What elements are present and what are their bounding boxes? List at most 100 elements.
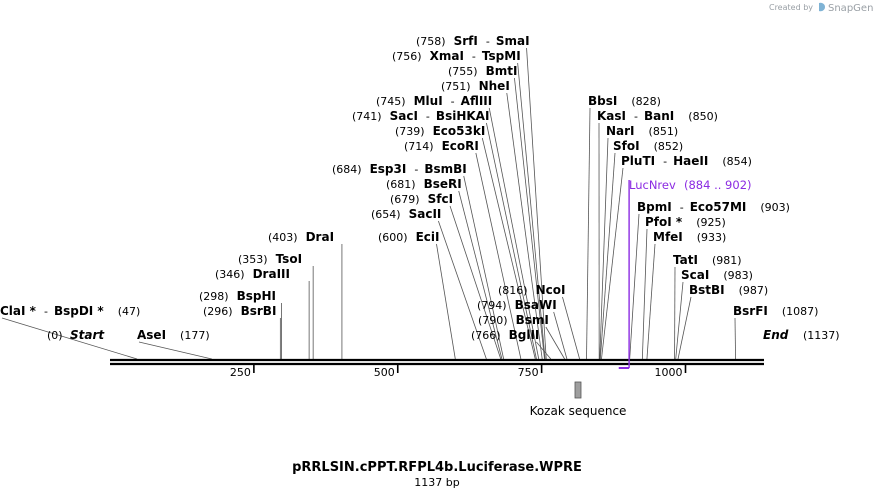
site-leader bbox=[138, 341, 212, 360]
site-nhei[interactable]: (751) NheI bbox=[441, 79, 510, 93]
site-position: (983) bbox=[723, 269, 753, 282]
site-drai[interactable]: (403) DraI bbox=[268, 230, 334, 244]
enzyme-separator: - bbox=[451, 95, 455, 108]
enzyme-name: SacI bbox=[390, 109, 418, 123]
site-srfi[interactable]: (758) SrfI - SmaI bbox=[416, 34, 530, 48]
site-leader bbox=[734, 317, 736, 360]
enzyme-name-alt: BanI bbox=[644, 109, 674, 123]
site-sacii[interactable]: (654) SacII bbox=[371, 207, 441, 221]
site-position: (346) bbox=[215, 268, 245, 281]
enzyme-name: XmaI bbox=[430, 49, 464, 63]
site-leader bbox=[517, 62, 546, 360]
enzyme-separator: - bbox=[414, 163, 418, 176]
site-position: (177) bbox=[180, 329, 210, 342]
feature-name: Kozak sequence bbox=[530, 404, 627, 418]
start-position: (0) bbox=[47, 329, 63, 342]
site-bsrfi[interactable]: BsrFI (1087) bbox=[733, 304, 818, 318]
site-nari[interactable]: NarI (851) bbox=[606, 124, 678, 138]
site-scai[interactable]: ScaI (983) bbox=[681, 268, 753, 282]
enzyme-name: MfeI bbox=[653, 230, 683, 244]
site-saci[interactable]: (741) SacI - BsiHKAI bbox=[352, 109, 489, 123]
site-kasi[interactable]: KasI - BanI (850) bbox=[597, 109, 718, 123]
site-leader bbox=[641, 228, 648, 360]
site-leader bbox=[486, 122, 537, 360]
enzyme-name: ScaI bbox=[681, 268, 709, 282]
site-mfei[interactable]: MfeI (933) bbox=[653, 230, 726, 244]
enzyme-name: TatI bbox=[673, 253, 698, 267]
enzyme-name: PfoI * bbox=[645, 215, 683, 229]
site-asei[interactable]: AseI (177) bbox=[137, 328, 210, 342]
site-leader bbox=[526, 47, 547, 360]
enzyme-name: BsrFI bbox=[733, 304, 768, 318]
site-leader bbox=[599, 152, 616, 360]
primer-lucnrev[interactable]: LucNrev (884 .. 902) bbox=[618, 178, 752, 369]
site-bmti[interactable]: (755) BmtI bbox=[448, 64, 517, 78]
enzyme-name: MluI bbox=[414, 94, 443, 108]
site-bpmi[interactable]: BpmI - Eco57MI (903) bbox=[637, 200, 790, 214]
site-position: (854) bbox=[722, 155, 752, 168]
feature-box bbox=[574, 381, 582, 399]
enzyme-name: SrfI bbox=[454, 34, 478, 48]
site-position: (684) bbox=[332, 163, 362, 176]
site-position: (790) bbox=[478, 314, 508, 327]
site-clai[interactable]: ClaI * - BspDI * (47) bbox=[0, 304, 140, 318]
site-esp3i[interactable]: (684) Esp3I - BsmBI bbox=[332, 162, 467, 176]
site-position: (1087) bbox=[782, 305, 819, 318]
enzyme-name: BspHI bbox=[237, 289, 276, 303]
site-leader bbox=[506, 92, 543, 360]
site-bstbi[interactable]: BstBI (987) bbox=[689, 283, 768, 297]
enzyme-name: BseRI bbox=[424, 177, 462, 191]
site-tsoi[interactable]: (353) TsoI bbox=[238, 252, 302, 266]
site-position: (851) bbox=[649, 125, 679, 138]
site-bglii[interactable]: (766) BglII bbox=[471, 328, 539, 342]
enzyme-name-alt: AflIII bbox=[461, 94, 493, 108]
site-ecii[interactable]: (600) EciI bbox=[378, 230, 439, 244]
feature-kozak[interactable]: Kozak sequence bbox=[530, 381, 627, 418]
enzyme-separator: - bbox=[426, 110, 430, 123]
enzyme-name: SfoI bbox=[613, 139, 640, 153]
axis-tick-label-500: 500 bbox=[374, 366, 395, 379]
site-position: (987) bbox=[739, 284, 769, 297]
site-leader bbox=[545, 326, 565, 360]
site-position: (654) bbox=[371, 208, 401, 221]
site-sfci[interactable]: (679) SfcI bbox=[390, 192, 453, 206]
site-bsphi[interactable]: (298) BspHI bbox=[199, 289, 276, 303]
site-leader bbox=[488, 107, 540, 360]
site-sfoi[interactable]: SfoI (852) bbox=[613, 139, 683, 153]
site-bsrbi[interactable]: (296) BsrBI bbox=[203, 304, 276, 318]
site-xmai[interactable]: (756) XmaI - TspMI bbox=[392, 49, 521, 63]
site-position: (714) bbox=[404, 140, 434, 153]
site-pluti[interactable]: PluTI - HaeII (854) bbox=[621, 154, 752, 168]
enzyme-name-alt: BspDI * bbox=[54, 304, 104, 318]
site-bsawi[interactable]: (794) BsaWI bbox=[477, 298, 557, 312]
enzyme-name-alt: Eco57MI bbox=[690, 200, 747, 214]
enzyme-name: DraI bbox=[306, 230, 334, 244]
site-mlui[interactable]: (745) MluI - AflIII bbox=[376, 94, 492, 108]
site-pfoi[interactable]: PfoI * (925) bbox=[645, 215, 726, 229]
site-position: (745) bbox=[376, 95, 406, 108]
enzyme-name: BbsI bbox=[588, 94, 617, 108]
enzyme-name: BpmI bbox=[637, 200, 672, 214]
site-leader bbox=[438, 220, 487, 360]
enzyme-name: DraIII bbox=[253, 267, 290, 281]
site-tati[interactable]: TatI (981) bbox=[673, 253, 742, 267]
site-bsmi[interactable]: (790) BsmI bbox=[478, 313, 549, 327]
site-position: (794) bbox=[477, 299, 507, 312]
site-position: (600) bbox=[378, 231, 408, 244]
site-position: (681) bbox=[386, 178, 416, 191]
site-position: (47) bbox=[118, 305, 141, 318]
site-leader bbox=[562, 296, 580, 360]
site-ecori[interactable]: (714) EcoRI bbox=[404, 139, 479, 153]
site-ncoi[interactable]: (816) NcoI bbox=[498, 283, 565, 297]
site-leader bbox=[514, 77, 545, 360]
axis-tick-label-250: 250 bbox=[230, 366, 251, 379]
credit-brand: SnapGene bbox=[828, 3, 874, 14]
site-draiii[interactable]: (346) DraIII bbox=[215, 267, 290, 281]
enzyme-name: SacII bbox=[409, 207, 442, 221]
enzyme-name: KasI bbox=[597, 109, 626, 123]
site-eco53ki[interactable]: (739) Eco53kI bbox=[395, 124, 485, 138]
credit-prefix: Created by bbox=[769, 3, 813, 12]
site-position: (403) bbox=[268, 231, 298, 244]
site-bbsi[interactable]: BbsI (828) bbox=[588, 94, 661, 108]
site-bseri[interactable]: (681) BseRI bbox=[386, 177, 462, 191]
